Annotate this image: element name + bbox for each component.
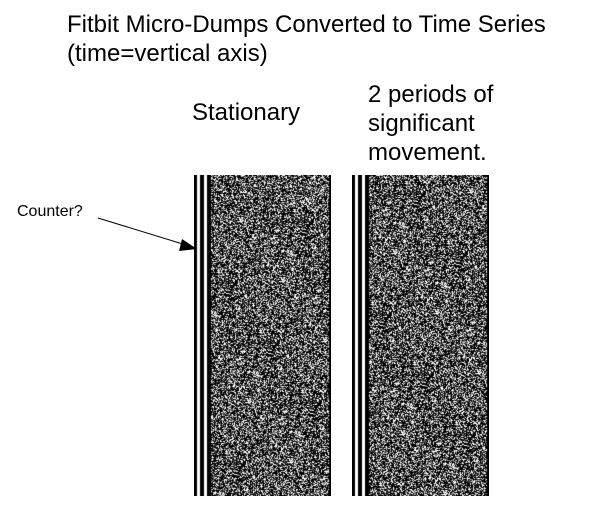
- counter-annotation-label: Counter?: [17, 203, 83, 220]
- title-line-2: (time=vertical axis): [67, 40, 268, 67]
- movement-label: 2 periods of significant movement.: [368, 81, 494, 166]
- figure-title: Fitbit Micro-Dumps Converted to Time Ser…: [67, 10, 546, 68]
- counter-arrow-head: [179, 239, 197, 251]
- title-line-1: Fitbit Micro-Dumps Converted to Time Ser…: [67, 11, 546, 38]
- stationary-label: Stationary: [192, 99, 301, 126]
- counter-arrow-line: [97, 217, 187, 246]
- movement-time-series-strip: [352, 175, 489, 496]
- stationary-time-series-strip: [194, 175, 331, 496]
